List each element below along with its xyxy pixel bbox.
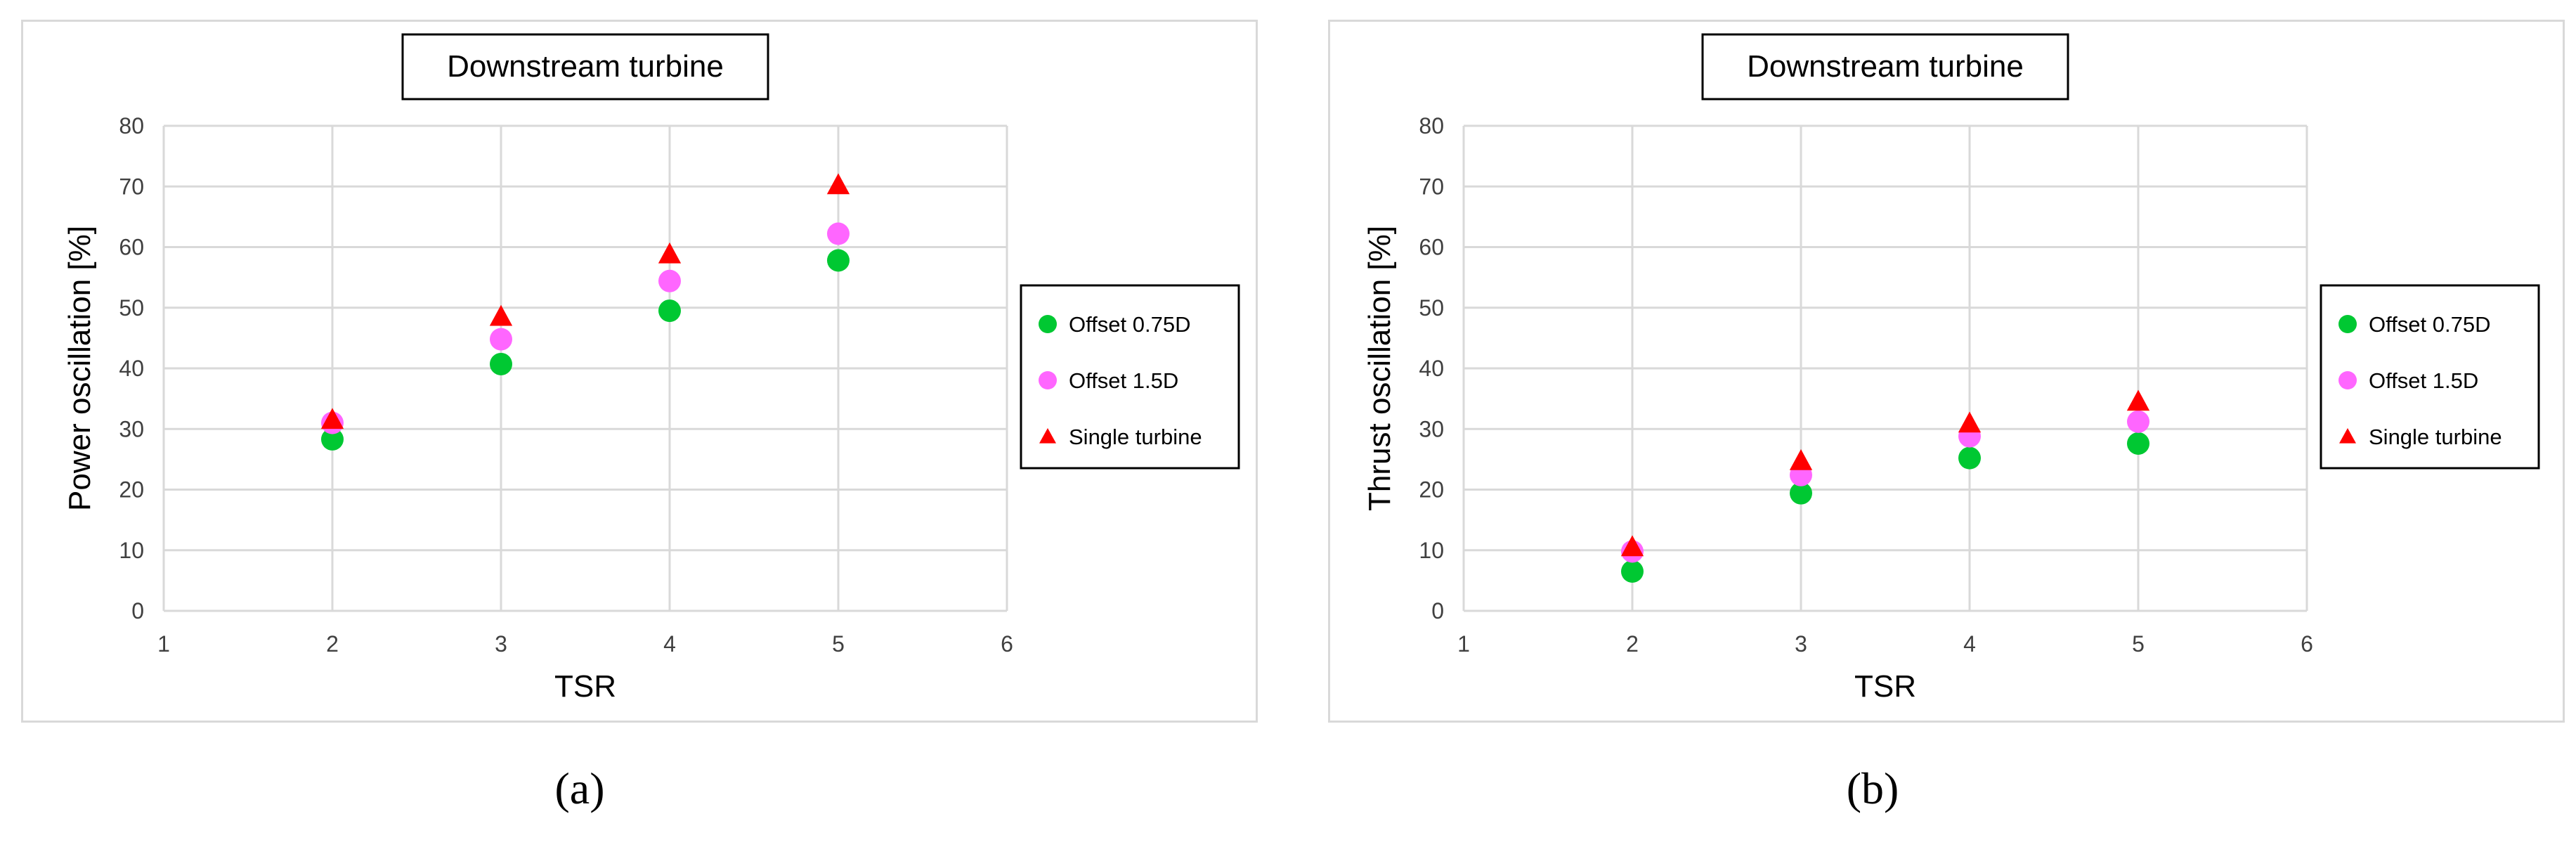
x-axis-title: TSR — [1854, 669, 1916, 704]
data-point-offset-0-75d — [658, 299, 681, 323]
legend-box — [2320, 284, 2540, 470]
data-point-offset-0-75d — [1958, 446, 1981, 470]
data-point-offset-1-5d — [490, 328, 512, 351]
data-point-single-turbine — [1958, 411, 1982, 433]
x-tick-label: 5 — [2132, 631, 2145, 657]
y-tick-label: 80 — [1419, 113, 1444, 138]
data-point-single-turbine — [320, 408, 344, 430]
y-tick-label: 10 — [119, 538, 144, 563]
data-point-single-turbine — [1789, 448, 1813, 470]
x-tick-label: 1 — [157, 631, 170, 657]
data-point-single-turbine — [826, 173, 850, 195]
x-tick-label: 5 — [832, 631, 845, 657]
legend-label: Offset 0.75D — [1069, 312, 1190, 337]
legend-marker-circle — [1039, 315, 1057, 333]
legend-label: Offset 0.75D — [2369, 312, 2490, 337]
chart-a-svg: 0 10 20 30 40 50 60 70 80 1 2 3 4 5 6 TSR Power oscillat… — [63, 33, 1240, 704]
data-point-single-turbine — [1620, 535, 1644, 557]
y-tick-label: 50 — [119, 295, 144, 321]
y-tick-label: 10 — [1419, 538, 1444, 563]
legend-marker-circle — [1039, 371, 1057, 389]
x-tick-label: 4 — [1963, 631, 1976, 657]
x-tick-label: 3 — [495, 631, 507, 657]
chart-title-box — [401, 33, 769, 101]
y-tick-label: 30 — [119, 416, 144, 441]
data-point-offset-0-75d — [1621, 560, 1644, 583]
x-axis-title: TSR — [554, 669, 616, 704]
legend-marker-circle — [2338, 315, 2357, 333]
data-point-offset-0-75d — [490, 352, 512, 375]
data-point-offset-0-75d — [827, 249, 850, 272]
y-tick-label: 70 — [1419, 174, 1444, 199]
y-tick-label: 30 — [1419, 416, 1444, 441]
legend-label: Offset 1.5D — [2369, 368, 2478, 393]
y-tick-label: 20 — [119, 477, 144, 503]
legend-marker-triangle — [2339, 428, 2356, 444]
y-tick-label: 0 — [1431, 598, 1444, 624]
y-tick-label: 80 — [119, 113, 144, 138]
legend-box — [1020, 284, 1240, 470]
y-tick-label: 40 — [1419, 356, 1444, 381]
x-tick-label: 6 — [1001, 631, 1013, 657]
y-tick-label: 0 — [131, 598, 144, 624]
y-tick-label: 40 — [119, 356, 144, 381]
data-point-offset-0-75d — [2127, 432, 2149, 455]
data-point-offset-1-5d — [2127, 410, 2149, 433]
x-tick-label: 4 — [663, 631, 676, 657]
chart-panel-a: 0 10 20 30 40 50 60 70 80 1 2 3 4 5 6 TSR Power oscillat… — [21, 20, 1258, 723]
chart-title-box — [1701, 33, 2069, 101]
y-axis-title: Thrust oscillation [%] — [1362, 226, 1397, 511]
x-tick-label: 3 — [1795, 631, 1807, 657]
legend-label: Offset 1.5D — [1069, 368, 1178, 393]
y-tick-label: 60 — [1419, 235, 1444, 260]
legend-marker-circle — [2338, 371, 2357, 389]
y-tick-label: 70 — [119, 174, 144, 199]
y-tick-label: 60 — [119, 235, 144, 260]
x-tick-label: 1 — [1457, 631, 1470, 657]
legend-label: Single turbine — [2369, 425, 2502, 449]
chart-b-svg: 0 10 20 30 40 50 60 70 80 1 2 3 4 5 6 TSR Thrust oscilla… — [1362, 33, 2540, 704]
panel-label-a: (a) — [554, 763, 605, 813]
legend-marker-triangle — [1039, 428, 1056, 444]
data-point-single-turbine — [658, 242, 682, 264]
chart-title: Downstream turbine — [1747, 49, 2024, 84]
x-tick-label: 2 — [326, 631, 339, 657]
data-point-single-turbine — [2126, 389, 2150, 411]
data-point-offset-1-5d — [658, 269, 681, 292]
y-axis-title: Power oscillation [%] — [63, 226, 97, 511]
y-tick-label: 50 — [1419, 295, 1444, 321]
chart-panel-b: 0 10 20 30 40 50 60 70 80 1 2 3 4 5 6 TSR Thrust oscilla… — [1328, 20, 2565, 723]
panel-label-b: (b) — [1846, 763, 1899, 813]
data-point-offset-0-75d — [321, 427, 344, 451]
data-point-offset-0-75d — [1790, 482, 1812, 505]
x-tick-label: 2 — [1626, 631, 1639, 657]
data-point-single-turbine — [489, 304, 513, 326]
legend-label: Single turbine — [1069, 425, 1202, 449]
chart-title: Downstream turbine — [447, 49, 724, 84]
x-tick-label: 6 — [2301, 631, 2313, 657]
y-tick-label: 20 — [1419, 477, 1444, 503]
data-point-offset-1-5d — [827, 222, 850, 245]
